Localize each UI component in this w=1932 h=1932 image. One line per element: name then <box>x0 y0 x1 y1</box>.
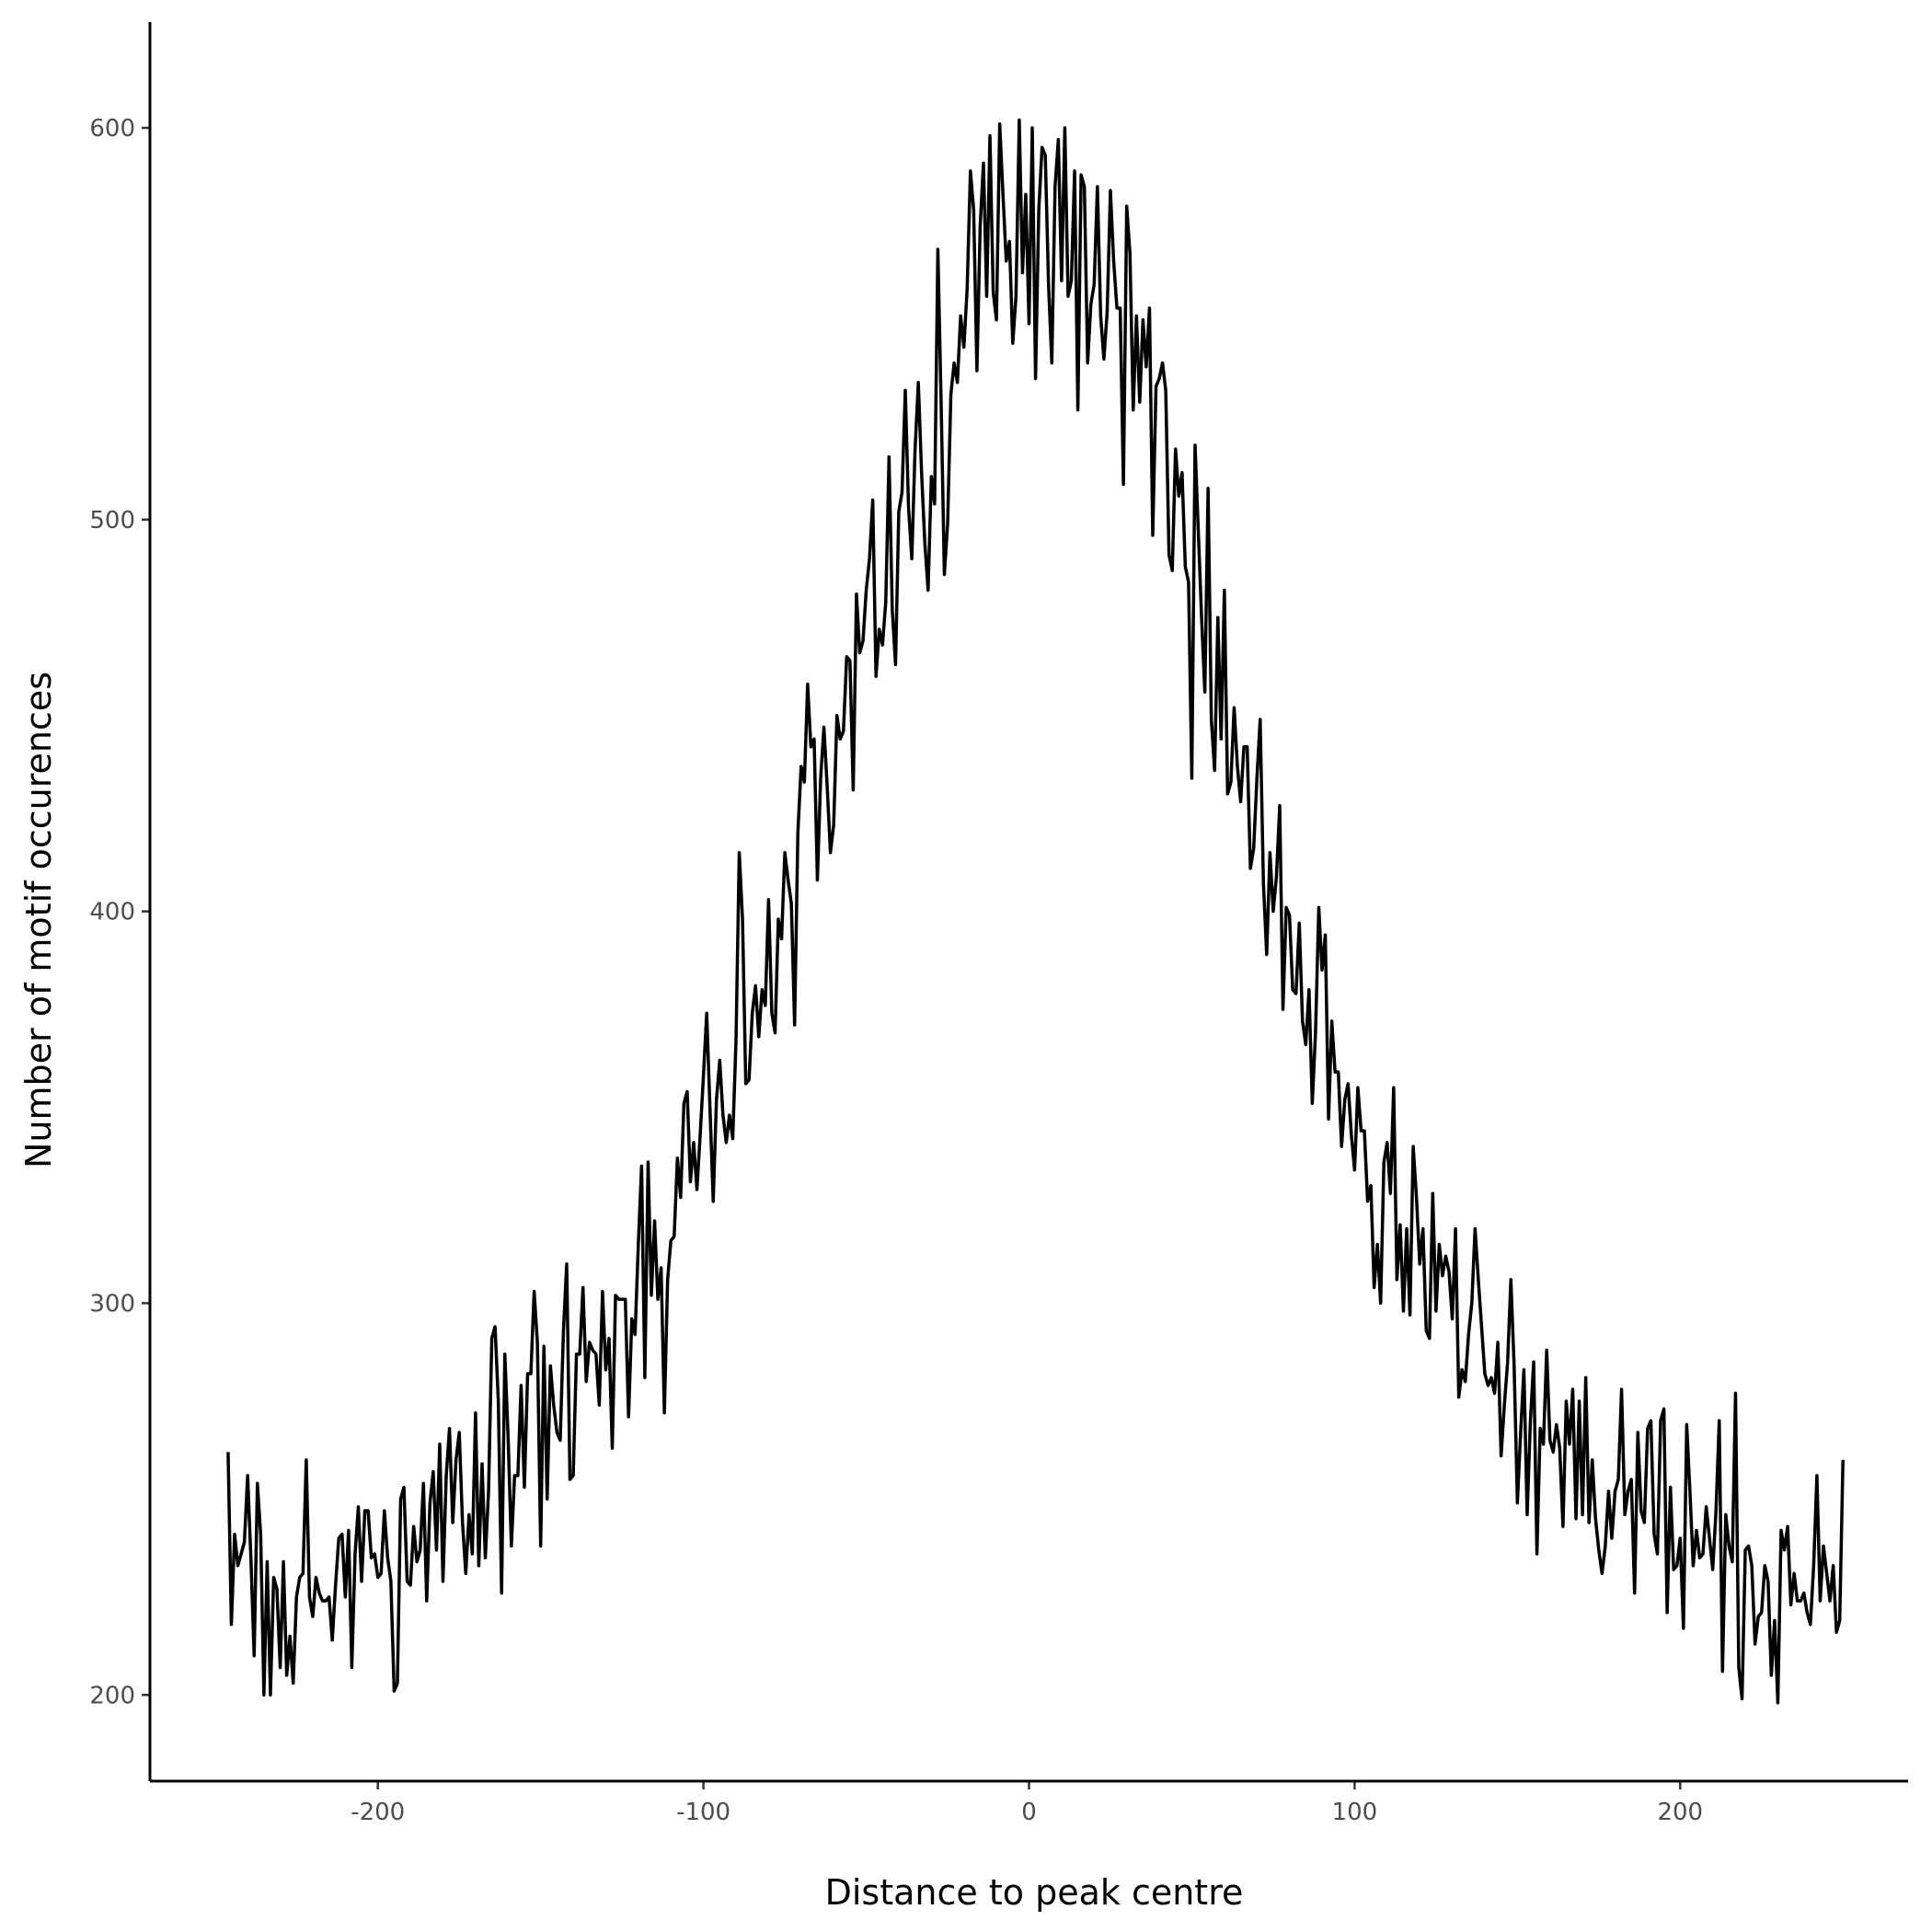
axis-ticks: -200 -100 0 100 200 200 300 400 500 600 <box>89 115 1703 1826</box>
y-tick-label: 500 <box>89 507 135 535</box>
y-tick-label: 400 <box>89 899 135 926</box>
y-axis-title: Number of motif occurences <box>18 672 59 1168</box>
x-tick-label: -100 <box>676 1799 730 1826</box>
x-tick-label: -200 <box>351 1799 405 1826</box>
x-tick-label: 0 <box>1021 1799 1037 1826</box>
y-tick-label: 600 <box>89 115 135 143</box>
x-tick-label: 200 <box>1657 1799 1703 1826</box>
y-tick-label: 200 <box>89 1682 135 1709</box>
x-tick-label: 100 <box>1332 1799 1378 1826</box>
series-line <box>226 118 1845 1705</box>
y-tick-label: 300 <box>89 1290 135 1317</box>
x-axis-title: Distance to peak centre <box>825 1872 1244 1913</box>
